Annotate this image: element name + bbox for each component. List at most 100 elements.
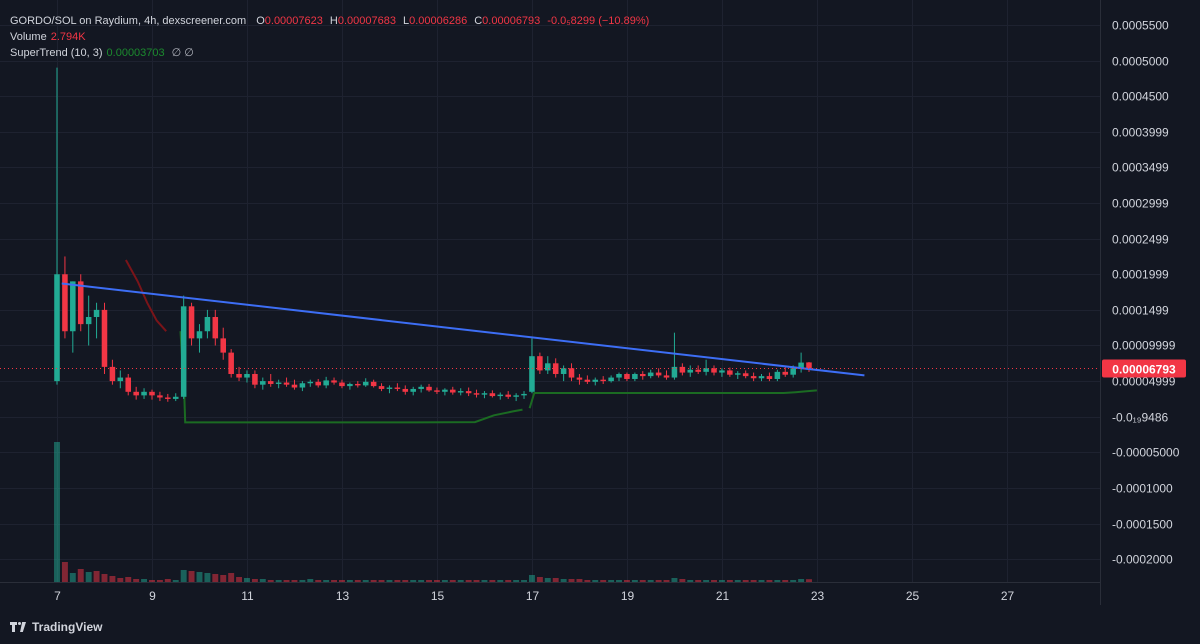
- volume-bar: [544, 578, 551, 582]
- price-tick-label: 0.0002999: [1112, 197, 1169, 211]
- price-tick-label: 0.0001499: [1112, 304, 1169, 318]
- price-tick-label: 0.0003499: [1112, 161, 1169, 175]
- time-tick-label: 13: [336, 589, 350, 603]
- volume-bar: [560, 579, 567, 582]
- candle-body: [402, 388, 409, 392]
- candle-body: [719, 370, 725, 373]
- volume-bar: [481, 580, 488, 582]
- volume-bar: [584, 580, 591, 582]
- volume-bar: [196, 572, 203, 582]
- price-axis[interactable]: 0.0005500 0.0005000 0.0004500 0.0003999 0.00…: [1112, 19, 1180, 567]
- candle-body: [632, 373, 638, 379]
- volume-bar: [631, 580, 638, 582]
- candle-body: [576, 377, 583, 380]
- time-tick-label: 23: [811, 589, 825, 603]
- time-tick-label: 9: [149, 589, 156, 603]
- volume-bar: [568, 579, 575, 582]
- trendline[interactable]: [61, 282, 865, 377]
- candle-body: [267, 381, 274, 384]
- volume-bar: [536, 577, 543, 582]
- price-tick-label: -0.0001500: [1112, 518, 1173, 532]
- candle-body: [275, 382, 282, 384]
- candle-body: [62, 274, 68, 332]
- candle-body: [172, 396, 179, 399]
- volume-bar: [291, 580, 298, 582]
- price-tick-label: 0.00004999: [1112, 375, 1176, 389]
- candle-body: [537, 356, 543, 371]
- time-tick-label: 19: [621, 589, 635, 603]
- volume-bar: [172, 580, 179, 582]
- volume-bar: [758, 580, 765, 582]
- volume-bar: [576, 579, 583, 582]
- supertrend-line: [125, 259, 817, 424]
- volume-bar: [164, 579, 171, 582]
- volume-bar: [473, 580, 480, 582]
- price-tick-label: 0.0001999: [1112, 268, 1169, 282]
- last-price-marker: 0.00006793: [0, 359, 1186, 378]
- volume-bar: [703, 580, 710, 582]
- candle-body: [489, 393, 496, 397]
- candle-body: [70, 281, 76, 332]
- volume-bar: [331, 580, 338, 582]
- candle-body: [655, 372, 662, 376]
- volume-bar: [418, 580, 425, 582]
- candle-body: [734, 373, 741, 375]
- volume-bar: [687, 580, 694, 582]
- candle-body: [505, 394, 511, 397]
- volume-bar: [457, 580, 464, 582]
- candle-body: [584, 379, 591, 382]
- volume-bar: [623, 580, 630, 582]
- candle-body: [236, 373, 242, 378]
- open-label: O: [256, 15, 265, 27]
- volume-bar: [465, 580, 472, 582]
- volume-bar: [806, 579, 812, 582]
- candle-body: [196, 331, 203, 339]
- volume-bar: [663, 580, 670, 582]
- volume-bar: [259, 579, 266, 582]
- volume-bar: [410, 580, 417, 582]
- volume-bar: [394, 580, 401, 582]
- volume-bar: [734, 580, 741, 582]
- candle-body: [560, 368, 567, 374]
- time-tick-label: 25: [906, 589, 920, 603]
- volume-bar: [354, 580, 361, 582]
- candle-body: [711, 368, 717, 373]
- volume-bar: [671, 578, 678, 582]
- volume-bar: [156, 580, 163, 582]
- candle-body: [457, 391, 464, 393]
- price-tick-label: 0.0002499: [1112, 233, 1169, 247]
- volume-value: 2.794K: [50, 31, 86, 43]
- close-label: C: [474, 15, 483, 27]
- volume-bar: [101, 574, 108, 582]
- symbol-title[interactable]: GORDO/SOL on Raydium, 4h, dexscreener.co…: [10, 15, 247, 27]
- volume-bar: [616, 580, 622, 582]
- candle-body: [742, 373, 749, 377]
- candle-body: [798, 362, 804, 369]
- volume-bar: [275, 580, 282, 582]
- candle-body: [679, 366, 686, 373]
- volume-bar: [228, 573, 235, 582]
- candle-body: [307, 381, 314, 384]
- candle-body: [180, 306, 187, 397]
- legend-volume-row[interactable]: Volume 2.794K: [10, 29, 649, 45]
- time-axis[interactable]: 7 9 11 13 15 17 19 21 23 25 27: [54, 589, 1014, 603]
- candle-body: [442, 389, 448, 392]
- candle-body: [283, 382, 290, 385]
- time-tick-label: 17: [526, 589, 540, 603]
- volume-bar: [774, 580, 781, 582]
- candle-body: [252, 373, 258, 385]
- candle-body: [513, 395, 519, 397]
- candle-body: [378, 386, 385, 389]
- legend-supertrend-row[interactable]: SuperTrend (10, 3) 0.00003703 ∅ ∅: [10, 45, 649, 61]
- candle-body: [394, 387, 401, 389]
- candle-body: [687, 369, 694, 373]
- tradingview-brand[interactable]: TradingView: [10, 620, 102, 634]
- volume-bar: [323, 580, 330, 582]
- price-tick-label: 0.0005500: [1112, 19, 1169, 33]
- supertrend-label: SuperTrend (10, 3): [10, 47, 103, 59]
- volume-bar: [782, 580, 789, 582]
- volume-bars: [54, 442, 812, 582]
- time-tick-label: 7: [54, 589, 61, 603]
- candle-body: [727, 370, 733, 375]
